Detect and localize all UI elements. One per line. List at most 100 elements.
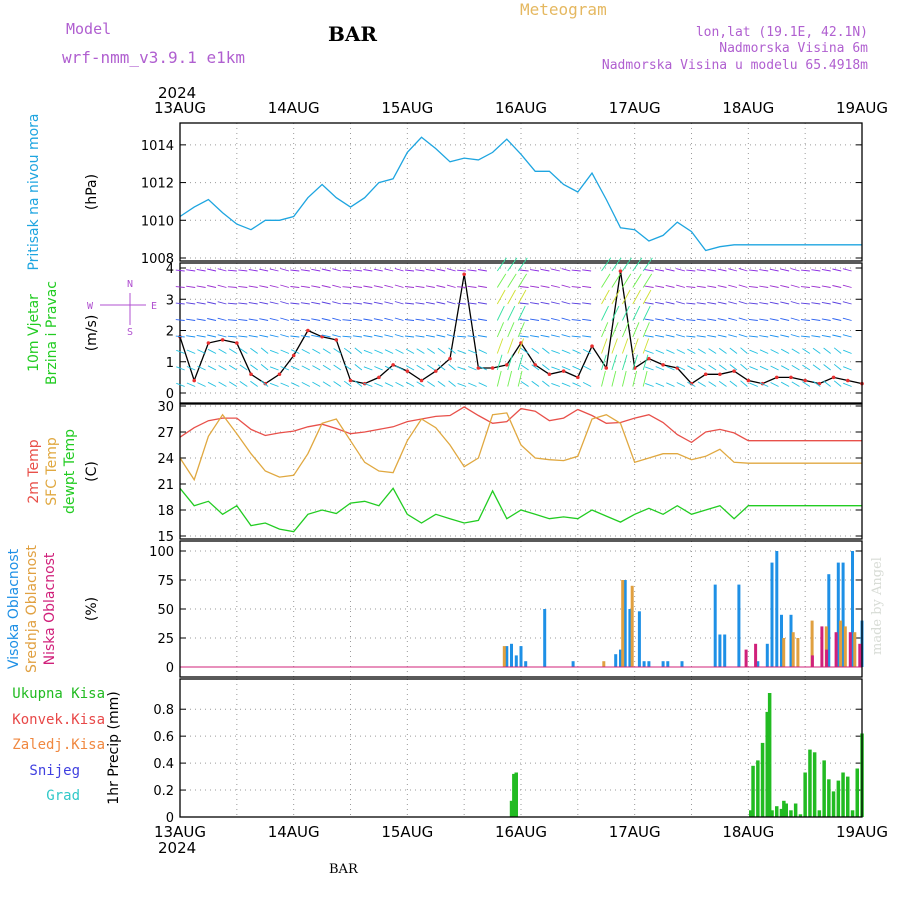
wind-arrow bbox=[686, 335, 696, 338]
wind-arrow bbox=[496, 354, 503, 371]
wind-arrow bbox=[227, 269, 237, 272]
bar-precip-total bbox=[798, 814, 803, 817]
wind-point bbox=[561, 369, 566, 373]
bar-cloud-high bbox=[718, 634, 722, 667]
wind-arrow bbox=[644, 269, 654, 272]
wind-point bbox=[433, 369, 438, 373]
wind-arrow bbox=[425, 318, 435, 321]
wind-arrow bbox=[404, 319, 415, 321]
wind-arrow bbox=[551, 382, 560, 387]
wind-arrow bbox=[342, 335, 352, 338]
wind-arrow bbox=[666, 365, 675, 371]
wind-arrow bbox=[821, 318, 831, 321]
wind-arrow bbox=[707, 334, 717, 338]
legend-item: Zaledj.Kisa bbox=[12, 737, 105, 753]
wind-arrow bbox=[217, 268, 227, 272]
wind-arrow bbox=[176, 366, 185, 371]
wind-arrow bbox=[197, 365, 206, 371]
wind-arrow bbox=[769, 318, 779, 321]
wind-arrow bbox=[446, 268, 456, 272]
wind-arrow bbox=[812, 364, 821, 371]
wind-arrow bbox=[622, 257, 632, 272]
wind-arrow bbox=[832, 268, 842, 272]
precip-legend: Ukupna Kisa Konvek.Kisa Zaledj.Kisa Snijeg G… bbox=[12, 686, 105, 804]
wind-arrow bbox=[332, 301, 342, 305]
wind-arrow bbox=[373, 301, 383, 305]
wind-arrow bbox=[655, 382, 665, 387]
wind-arrow bbox=[373, 268, 383, 272]
wind-arrow bbox=[446, 301, 456, 305]
wind-arrow bbox=[301, 381, 311, 387]
x-tick-label-top: 13AUG bbox=[154, 99, 206, 117]
wind-arrow bbox=[611, 289, 621, 305]
wind-arrow bbox=[436, 334, 446, 338]
y-tick-label: 2 bbox=[166, 325, 174, 340]
wind-arrow bbox=[707, 285, 717, 288]
wind-arrow bbox=[561, 317, 571, 321]
wind-point bbox=[831, 375, 836, 380]
wind-arrow bbox=[821, 334, 831, 338]
wind-arrow bbox=[352, 302, 362, 305]
wind-arrow bbox=[832, 285, 842, 288]
bar-precip-total bbox=[775, 806, 779, 817]
wind-arrow bbox=[676, 365, 686, 371]
wind-arrow bbox=[644, 302, 654, 305]
wind-arrow bbox=[186, 366, 196, 371]
wind-arrow bbox=[665, 284, 675, 288]
bar-cloud-mid bbox=[796, 638, 800, 667]
model-name: wrf-nmm_v3.9.1 e1km bbox=[62, 48, 246, 67]
wind-arrow bbox=[427, 348, 436, 354]
wind-arrow bbox=[312, 348, 321, 354]
bar-precip-total bbox=[782, 800, 786, 817]
wind-arrow bbox=[571, 302, 581, 305]
y-tick-label: 100 bbox=[149, 545, 174, 560]
wind-arrow bbox=[394, 284, 404, 288]
bar-cloud-high bbox=[713, 584, 717, 667]
wind-arrow bbox=[175, 269, 185, 272]
wind-arrow bbox=[530, 285, 540, 288]
wind-arrow bbox=[478, 349, 488, 354]
wind-arrow bbox=[186, 349, 196, 354]
wind-arrow bbox=[800, 269, 810, 272]
wind-point bbox=[476, 366, 481, 370]
wind-arrow bbox=[342, 269, 352, 272]
wind-arrow bbox=[738, 317, 748, 321]
wind-arrow bbox=[676, 268, 686, 272]
wind-arrow bbox=[196, 285, 206, 288]
wind-arrow bbox=[842, 301, 852, 305]
bar-precip-total bbox=[846, 776, 850, 817]
wind-arrow bbox=[686, 319, 696, 321]
wind-arrow bbox=[740, 380, 748, 387]
wind-arrow bbox=[551, 366, 560, 371]
bar-cloud-high bbox=[647, 661, 651, 667]
wind-arrow bbox=[352, 318, 362, 321]
x-tick-label-bottom: 16AUG bbox=[495, 823, 547, 841]
wind-arrow bbox=[280, 349, 290, 354]
wind-arrow bbox=[437, 347, 446, 354]
wind-arrow bbox=[748, 335, 758, 338]
wind-arrow bbox=[280, 382, 290, 387]
compass-n: N bbox=[127, 279, 133, 290]
bar-precip-total bbox=[827, 779, 831, 817]
wind-arrow bbox=[812, 347, 821, 354]
wind-arrow bbox=[175, 302, 185, 305]
wind-arrow bbox=[748, 302, 758, 305]
wind-arrow bbox=[239, 381, 248, 387]
wind-arrow bbox=[311, 301, 321, 305]
bar-precip-total bbox=[803, 772, 807, 817]
wind-arrow bbox=[496, 305, 505, 321]
wind-arrow bbox=[842, 268, 852, 272]
wind-arrow bbox=[425, 334, 435, 338]
wind-arrow bbox=[238, 318, 248, 321]
y-tick-label: 3 bbox=[166, 293, 174, 308]
wind-point bbox=[220, 338, 225, 342]
wind-arrow bbox=[374, 349, 383, 354]
bar-cloud-high bbox=[841, 562, 845, 667]
wind-arrow bbox=[561, 349, 571, 354]
series-line-temp-sfc bbox=[179, 412, 862, 482]
x-tick-label-bottom: 13AUG bbox=[154, 823, 206, 841]
bar-cloud-high bbox=[723, 634, 727, 667]
wind-arrow bbox=[811, 335, 821, 338]
product-title: Meteogram bbox=[520, 0, 607, 19]
wind-arrow bbox=[175, 319, 185, 321]
